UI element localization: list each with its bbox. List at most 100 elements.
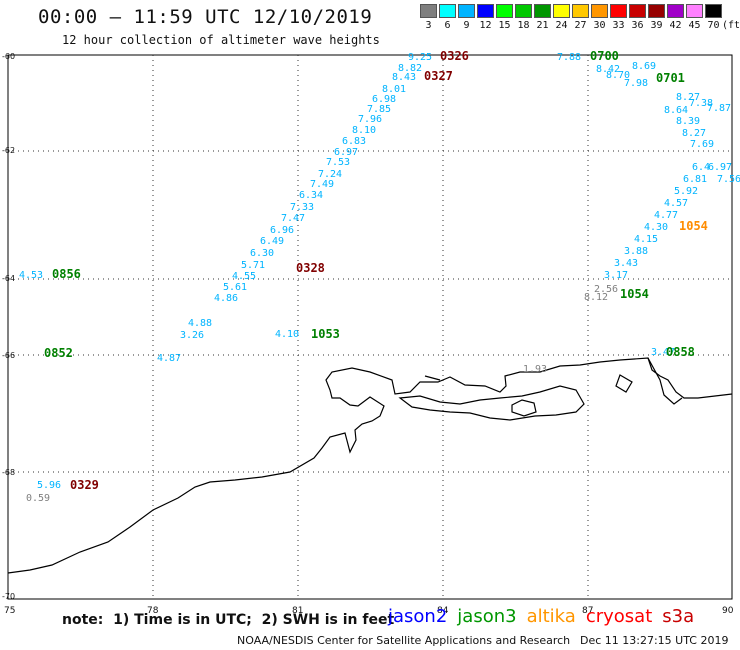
swh-label: 3.43	[614, 258, 638, 269]
swh-label: 7.56	[717, 174, 740, 185]
swh-label: 4.87	[157, 353, 181, 364]
lat-tick-68: -68	[2, 468, 15, 477]
time-label: 0701	[656, 71, 685, 85]
ice-island	[511, 399, 537, 417]
page-subtitle: 12 hour collection of altimeter wave hei…	[62, 33, 380, 47]
track-labels: 9.25 0326 8.828.43 0327 8.016.987.857.968.10…	[19, 49, 740, 504]
lon-tick-78: 78	[147, 606, 159, 616]
swh-label: 5.92	[674, 186, 698, 197]
lon-tick-75: 75	[4, 606, 15, 616]
footer-note: note: 1) Time is in UTC; 2) SWH is in fe…	[62, 612, 395, 628]
swh-label: 4.10	[275, 329, 299, 340]
time-label: 1053	[311, 327, 340, 341]
scale-label: 21	[536, 20, 549, 31]
swh-label: 6.34	[299, 190, 323, 201]
swh-label: 5.71	[241, 260, 265, 271]
swh-label: 6.4	[692, 162, 710, 173]
scale-swatch	[705, 4, 722, 18]
swh-label: 8.01	[382, 84, 406, 95]
swh-label: 8.70	[606, 70, 630, 81]
lon-tick-labels: 75 78 81 84 87 90	[4, 606, 734, 616]
lon-tick-90: 90	[722, 606, 734, 616]
scale-label: 42	[669, 20, 682, 31]
lat-tick-60: -60	[2, 52, 15, 61]
swh-label: 4.88	[188, 318, 212, 329]
scale-label: 30	[593, 20, 606, 31]
swh-label: 5.96	[37, 480, 61, 491]
page-title: 00:00 – 11:59 UTC 12/10/2019	[38, 6, 373, 28]
legend-cryosat: cryosat	[585, 606, 653, 627]
coast-ice-edge	[424, 375, 441, 381]
swh-label: 7.69	[690, 139, 714, 150]
time-label: 1054	[679, 219, 708, 233]
scale-label: 33	[612, 20, 625, 31]
scale-label: 36	[631, 20, 644, 31]
swh-label: 7.85	[367, 104, 391, 115]
swh-label: 6.96	[270, 225, 294, 236]
coast-bay	[615, 374, 633, 393]
swh-label: 8.42	[596, 64, 620, 75]
swh-label: 6.97	[334, 147, 358, 158]
swh-label: 7.88	[557, 52, 581, 63]
scale-swatch	[534, 4, 551, 18]
lon-tick-87: 87	[582, 606, 593, 616]
scale-label: 9	[463, 20, 470, 31]
scale-label: 15	[498, 20, 511, 31]
scale-swatch	[667, 4, 684, 18]
lat-tick-62: -62	[2, 146, 15, 155]
swh-label: 5.61	[223, 282, 247, 293]
time-label: 0329	[70, 478, 99, 492]
scale-label: 70	[707, 20, 720, 31]
swh-label: 4.86	[214, 293, 238, 304]
scale-label: 27	[574, 20, 587, 31]
swh-label: 8.82	[398, 63, 422, 74]
lon-tick-81: 81	[292, 606, 303, 616]
swh-label: 7.96	[358, 114, 382, 125]
swh-label: 3.17	[604, 270, 628, 281]
scale-swatch	[648, 4, 665, 18]
swh-label: 0.59	[26, 493, 50, 504]
scale-swatch	[610, 4, 627, 18]
swh-label: 6.81	[683, 174, 707, 185]
swh-label: 4.55	[232, 271, 256, 282]
scale-swatch	[477, 4, 494, 18]
scale-unit: (ft)	[722, 20, 740, 31]
swh-label: 6.97	[708, 162, 732, 173]
generated-timestamp: Dec 11 13:27:15 UTC 2019	[580, 634, 729, 647]
time-label: 1054	[620, 287, 649, 301]
time-label: 0328	[296, 261, 325, 275]
swh-label: 4.15	[634, 234, 658, 245]
swh-label: 6.49	[260, 236, 284, 247]
scale-swatch	[439, 4, 456, 18]
swh-label: 8.43	[392, 72, 416, 83]
ice-ridge	[647, 357, 683, 405]
scale-swatch	[591, 4, 608, 18]
swh-label: 2.56	[594, 284, 618, 295]
scale-label: 12	[479, 20, 492, 31]
lat-tick-70: -70	[2, 592, 15, 601]
lat-tick-labels: -60 -62 -64 -66 -68 -70	[2, 52, 15, 601]
swh-label: 8.12	[584, 292, 608, 303]
swh-label: 3.47	[651, 347, 675, 358]
scale-swatch	[515, 4, 532, 18]
legend-jason3: jason3	[457, 606, 517, 627]
swh-label: 4.77	[654, 210, 678, 221]
scale-swatch	[553, 4, 570, 18]
time-label: 0700	[590, 49, 619, 63]
lon-tick-84: 84	[437, 606, 449, 616]
scale-label: 18	[517, 20, 530, 31]
legend-jason2: jason2	[388, 606, 448, 627]
scale-swatch	[686, 4, 703, 18]
swh-label: 8.69	[632, 61, 656, 72]
lat-tick-64: -64	[2, 274, 15, 283]
scale-swatch	[629, 4, 646, 18]
swh-label: 7.38	[689, 98, 713, 109]
swh-label: 1.93	[523, 364, 547, 375]
swh-label: 7.47	[281, 213, 305, 224]
scale-label: 24	[555, 20, 568, 31]
swh-label: 6.98	[372, 94, 396, 105]
map-grid	[8, 55, 732, 599]
scale-label: 3	[425, 20, 432, 31]
scale-label: 39	[650, 20, 663, 31]
